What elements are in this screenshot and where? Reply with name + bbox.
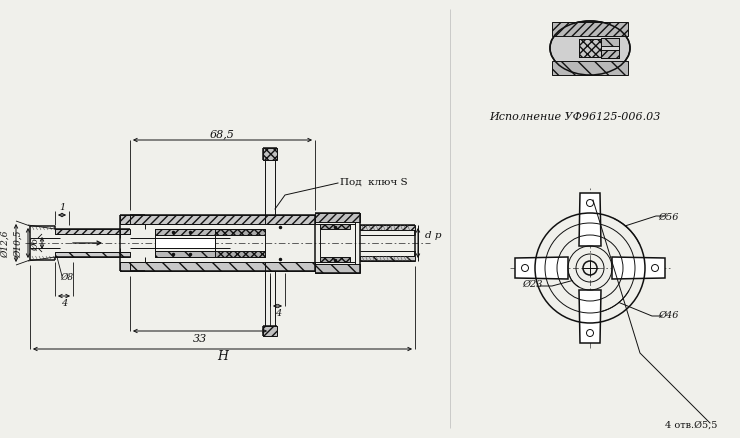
Bar <box>315 265 360 273</box>
Bar <box>315 213 360 223</box>
Bar <box>130 215 315 225</box>
Text: 68,5: 68,5 <box>210 129 235 139</box>
Text: 1: 1 <box>59 203 65 212</box>
Bar <box>579 40 601 58</box>
Bar <box>601 39 619 59</box>
Bar <box>360 226 415 230</box>
Ellipse shape <box>550 22 630 76</box>
Bar <box>601 39 619 47</box>
Bar <box>320 225 350 230</box>
Bar <box>265 215 315 225</box>
Circle shape <box>587 200 593 207</box>
Text: Под  ключ S: Под ключ S <box>340 177 408 186</box>
Bar <box>130 262 315 272</box>
Polygon shape <box>579 290 601 343</box>
Text: Ø8: Ø8 <box>60 272 73 281</box>
Bar <box>120 262 145 272</box>
Text: Ø46: Ø46 <box>658 310 679 319</box>
Text: Ø6: Ø6 <box>32 237 41 250</box>
Polygon shape <box>515 258 568 279</box>
Bar <box>360 256 415 261</box>
Bar <box>155 230 215 236</box>
Bar <box>320 258 350 262</box>
Text: Ø12,6: Ø12,6 <box>1 230 10 257</box>
Polygon shape <box>612 258 665 279</box>
Circle shape <box>522 265 528 272</box>
Text: 4: 4 <box>61 299 67 308</box>
Bar <box>263 148 277 161</box>
Circle shape <box>651 265 659 272</box>
Text: H: H <box>217 350 228 363</box>
Bar <box>579 40 601 58</box>
Bar <box>552 23 628 37</box>
Bar <box>120 215 145 225</box>
Text: 33: 33 <box>193 333 207 343</box>
Text: Исполнение УФ96125-006.03: Исполнение УФ96125-006.03 <box>489 112 661 122</box>
Polygon shape <box>579 194 601 247</box>
Bar <box>155 251 215 258</box>
Bar <box>215 230 265 236</box>
Bar <box>55 252 130 258</box>
Circle shape <box>587 330 593 337</box>
Text: 4: 4 <box>275 309 281 318</box>
Bar <box>601 51 619 59</box>
Bar <box>155 238 215 248</box>
Text: Ø56: Ø56 <box>658 212 679 221</box>
Bar <box>215 251 265 258</box>
Bar <box>552 62 628 76</box>
Bar <box>263 326 277 336</box>
Text: 4 отв.Ø5,5: 4 отв.Ø5,5 <box>665 420 717 428</box>
Text: Ø23: Ø23 <box>522 279 542 288</box>
Text: d р: d р <box>425 231 442 240</box>
Bar <box>265 262 315 272</box>
Text: Ø10,5: Ø10,5 <box>13 230 22 257</box>
Bar <box>55 230 130 234</box>
